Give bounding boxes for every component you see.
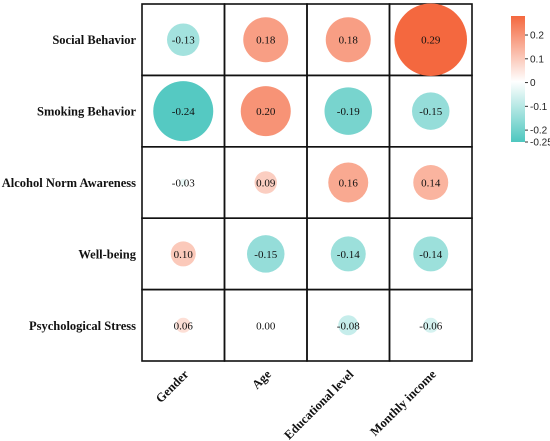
correlation-circle [254, 171, 277, 194]
value-label: 0.10 [174, 249, 194, 261]
correlation-circle [170, 241, 196, 267]
colorbar-tick-label: 0.2 [530, 31, 544, 42]
correlation-circle [412, 92, 450, 130]
label-layer: -0.13 0.18 0.18 0.29 -0.24 0.20 -0.19 -0.15 -0.0… [2, 33, 443, 441]
value-label: -0.03 [172, 178, 195, 190]
correlation-circle [338, 315, 359, 336]
row-label-psychological-stress: Psychological Stress [29, 319, 136, 333]
value-label: -0.08 [337, 320, 360, 332]
correlation-circle [330, 236, 366, 272]
value-label: -0.06 [419, 320, 442, 332]
value-label: 0.20 [256, 106, 276, 118]
correlation-circle [243, 17, 289, 63]
value-label: -0.15 [254, 249, 277, 261]
correlation-circle [328, 162, 369, 203]
correlation-circle [413, 165, 449, 200]
correlation-circle [324, 87, 372, 135]
column-label-age: Age [249, 367, 274, 392]
value-label: -0.19 [337, 106, 360, 118]
colorbar: 0.2 0.1 0 -0.1 -0.2-0.25 [511, 16, 550, 149]
colorbar-gradient [511, 16, 525, 142]
column-label-monthly-income: Monthly income [367, 367, 439, 439]
column-label-educational-level: Educational level [281, 367, 356, 441]
value-label: -0.14 [419, 249, 442, 261]
correlation-circle [394, 3, 467, 76]
value-label: -0.14 [337, 249, 360, 261]
row-label-alcohol-norm-awareness: Alcohol Norm Awareness [2, 176, 136, 190]
row-label-smoking-behavior: Smoking Behavior [37, 105, 136, 119]
value-label: 0.18 [256, 35, 276, 47]
value-label: 0.14 [421, 178, 441, 190]
column-label-gender: Gender [153, 367, 192, 406]
value-label: -0.24 [172, 106, 195, 118]
correlation-circle [153, 81, 214, 142]
colorbar-tick-label: -0.1 [530, 102, 548, 113]
value-label: 0.09 [256, 178, 276, 190]
value-label: 0.00 [256, 320, 276, 332]
correlation-circle [167, 23, 200, 56]
circle-layer [153, 3, 467, 336]
grid-cell [388, 288, 473, 362]
correlation-circle [423, 317, 439, 333]
colorbar-tick-label: -0.25 [530, 138, 550, 149]
correlation-circle [175, 317, 191, 333]
value-label: -0.15 [419, 106, 442, 118]
correlation-circle [413, 236, 449, 272]
value-label: 0.29 [421, 35, 441, 47]
correlation-circle [179, 178, 187, 187]
colorbar-tick-label: 0 [530, 78, 536, 89]
value-label: 0.06 [174, 320, 194, 332]
colorbar-tick-label: -0.2 [530, 126, 548, 137]
colorbar-tick-label: 0.1 [530, 54, 544, 65]
correlation-circle [240, 86, 291, 137]
row-label-social-behavior: Social Behavior [52, 33, 136, 47]
correlation-circle [325, 17, 371, 63]
value-label: 0.16 [339, 178, 359, 190]
correlation-circle [247, 235, 285, 273]
value-label: 0.18 [339, 35, 359, 47]
row-label-well-being: Well-being [78, 247, 136, 261]
value-label: -0.13 [172, 35, 195, 47]
